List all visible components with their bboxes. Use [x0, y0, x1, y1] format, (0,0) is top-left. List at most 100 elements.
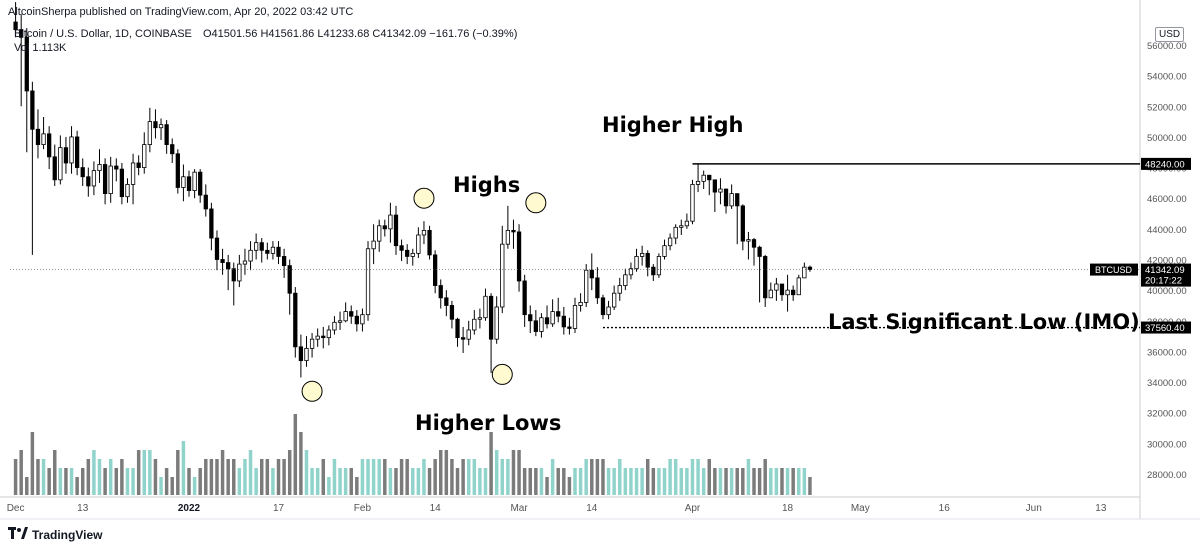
volume-bar	[383, 459, 387, 495]
last-price-label: 41342.09	[1145, 265, 1185, 276]
volume-bar	[556, 468, 560, 495]
volume-bar	[254, 468, 258, 495]
y-tick-label: 30000.00	[1147, 439, 1187, 450]
candle-body	[584, 269, 589, 303]
volume-bar	[724, 468, 728, 495]
volume-bar	[131, 468, 135, 495]
footer-brand-name[interactable]: TradingView	[32, 527, 103, 542]
volume-bar	[483, 468, 488, 495]
close-value: C41342.09	[372, 28, 427, 40]
volume-bar	[472, 459, 477, 495]
annotation-label: Last Significant Low (IMO)	[828, 310, 1140, 334]
candle-body	[522, 280, 527, 316]
candle-body	[449, 305, 455, 320]
y-tick-label: 34000.00	[1147, 378, 1187, 389]
candle-body	[287, 265, 292, 294]
candle-body	[595, 277, 600, 299]
candle-body	[365, 248, 371, 316]
volume-bar	[220, 450, 225, 495]
volume-bar	[36, 459, 40, 495]
candle-body	[528, 314, 533, 322]
volume-bar	[355, 477, 359, 495]
volume-bar	[757, 468, 762, 495]
volume-bar	[97, 459, 102, 495]
candle-body	[130, 162, 136, 185]
x-tick-label: 17	[273, 503, 285, 514]
volume-bar	[343, 468, 348, 495]
volume-bar	[276, 459, 281, 495]
candle-body	[472, 318, 477, 331]
volume-bar	[215, 459, 219, 495]
candle-body	[617, 285, 622, 294]
symbol-name[interactable]: Bitcoin / U.S. Dollar, 1D, COINBASE	[14, 28, 192, 40]
candle-body	[416, 234, 421, 254]
volume-bar	[248, 450, 253, 495]
candle-body	[237, 263, 242, 282]
volume-bar	[522, 468, 527, 495]
candle-body	[259, 242, 264, 251]
volume-bar	[595, 459, 600, 495]
volume-bar	[13, 459, 18, 495]
volume-bar	[640, 468, 644, 495]
currency-badge[interactable]: USD	[1155, 27, 1185, 42]
candle-body	[600, 297, 606, 316]
volume-bar	[673, 459, 678, 495]
volume-bar	[243, 459, 247, 495]
candle-body	[371, 240, 376, 250]
volume-bar	[629, 468, 633, 495]
candle-body	[321, 335, 326, 339]
symbol-tag	[1090, 263, 1138, 276]
volume-bar	[590, 459, 594, 495]
volume-bar	[433, 459, 437, 495]
volume-bar	[455, 468, 460, 495]
x-tick-label: Mar	[510, 503, 528, 514]
volume-bar	[785, 468, 790, 495]
volume-label: Vol 1.113K	[14, 42, 67, 54]
candle-body	[405, 249, 410, 257]
volume-bar	[606, 468, 611, 495]
candle-body	[293, 292, 298, 348]
candle-body	[701, 174, 706, 182]
candle-body	[645, 252, 650, 268]
x-tick-label: Dec	[7, 503, 25, 514]
candle-body	[80, 167, 85, 178]
candle-body	[718, 188, 723, 193]
candle-body	[125, 184, 130, 198]
volume-bar	[422, 459, 426, 495]
candle-body	[511, 229, 516, 233]
volume-bar	[752, 468, 756, 495]
candle-body	[315, 335, 320, 340]
volume-bar	[534, 468, 538, 495]
y-tick-label: 54000.00	[1147, 72, 1187, 83]
candle-body	[796, 277, 801, 296]
price-level-tag	[1141, 321, 1191, 334]
y-tick-label: 32000.00	[1147, 409, 1187, 420]
candle-body	[142, 144, 147, 168]
volume-bar	[159, 477, 163, 495]
annotation-label: Higher High	[602, 113, 743, 137]
x-tick-label: May	[851, 503, 870, 514]
candle-body	[114, 165, 119, 170]
candle-body	[494, 306, 499, 340]
volume-bar	[388, 468, 393, 495]
volume-bar	[791, 468, 795, 495]
candle-body	[807, 266, 813, 270]
candle-body	[779, 283, 785, 296]
candle-body	[444, 297, 449, 306]
volume-bar	[489, 432, 493, 495]
volume-bar	[30, 432, 35, 495]
volume-bar	[405, 459, 409, 495]
candle-body	[304, 347, 309, 362]
volume-bar	[668, 459, 672, 495]
volume-bar	[623, 468, 628, 495]
candle-body	[91, 170, 97, 187]
volume-bar	[718, 468, 723, 495]
candle-body	[136, 162, 141, 168]
volume-bar	[176, 450, 180, 495]
candle-body	[802, 266, 807, 279]
volume-bar	[299, 432, 303, 495]
candle-body	[539, 317, 544, 332]
candle-body	[673, 226, 678, 239]
volume-bar	[427, 468, 432, 495]
